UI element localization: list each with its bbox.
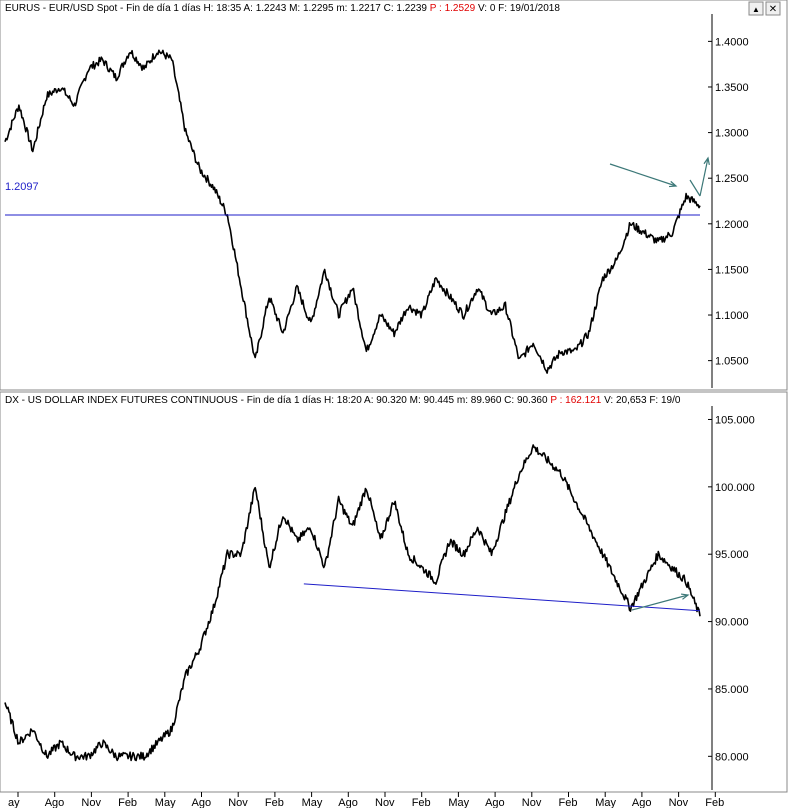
y-tick-label: 95.000 [715, 549, 749, 561]
bottom-plot-area: 80.000 85.000 90.000 95.000 100.000 105.000 [4, 406, 755, 790]
x-tick-label: Nov [81, 797, 101, 808]
annotation-arrows [609, 156, 710, 611]
x-tick-label: Feb [705, 797, 724, 808]
x-tick-label: Ago [485, 797, 505, 808]
y-tick-label: 1.2000 [715, 219, 749, 231]
arrow-pointing-peak [609, 163, 677, 187]
y-tick-label: 1.1500 [715, 264, 749, 276]
x-tick-label: Feb [265, 797, 284, 808]
x-tick-label: Nov [375, 797, 395, 808]
scroll-up-icon: ▲ [752, 5, 760, 14]
y-tick-label: 85.000 [715, 684, 749, 696]
x-tick-label: May [155, 797, 176, 808]
x-tick-label: Feb [412, 797, 431, 808]
close-icon: ✕ [769, 4, 777, 15]
y-tick-label: 1.2500 [715, 173, 749, 185]
y-tick-label: 90.000 [715, 617, 749, 629]
price-series-line [4, 444, 701, 762]
close-button[interactable]: ✕ [765, 1, 781, 16]
top-plot-area: 1.0500 1.1000 1.1500 1.2000 1.2500 1.3000 1.35… [4, 14, 749, 388]
arrow-zigzag-segment [689, 179, 701, 197]
y-tick-label: 1.3500 [715, 82, 749, 94]
x-tick-label: Feb [559, 797, 578, 808]
arrow-pointing-low-head [680, 593, 690, 600]
x-tick-label: Ago [632, 797, 652, 808]
x-tick-label: Ago [45, 797, 65, 808]
scroll-up-button[interactable]: ▲ [748, 1, 764, 16]
x-axis: ay Ago Nov Feb May Ago Nov Feb May Ago Nov Feb May Ag… [8, 792, 724, 808]
x-tick-label: Nov [669, 797, 689, 808]
x-tick-label: Feb [118, 797, 137, 808]
arrow-pointing-up-head [703, 156, 710, 165]
price-series-line [4, 49, 701, 374]
arrow-pointing-low [631, 594, 689, 611]
x-tick-label: Ago [338, 797, 358, 808]
x-tick-label: Ago [192, 797, 212, 808]
top-panel-header: EURUS - EUR/USD Spot - Fin de día 1 días… [5, 3, 560, 14]
y-tick-label: 1.0500 [715, 356, 749, 368]
x-tick-label: Nov [522, 797, 542, 808]
x-tick-label: May [448, 797, 469, 808]
bottom-panel-header: DX - US DOLLAR INDEX FUTURES CONTINUOUS … [5, 395, 681, 406]
x-tick-label: May [595, 797, 616, 808]
arrow-pointing-up [699, 157, 709, 197]
y-tick-label: 100.000 [715, 482, 755, 494]
trend-line [303, 583, 701, 612]
level-label: 1.2097 [5, 181, 39, 193]
bottom-panel-frame [0, 391, 788, 793]
top-panel-frame [0, 0, 788, 391]
y-tick-label: 80.000 [715, 751, 749, 763]
x-tick-label: Nov [228, 797, 248, 808]
y-tick-label: 1.1000 [715, 310, 749, 322]
y-tick-label: 105.000 [715, 414, 755, 426]
y-tick-label: 1.3000 [715, 128, 749, 140]
y-tick-label: 1.4000 [715, 36, 749, 48]
x-tick-label: May [302, 797, 323, 808]
x-tick-label: ay [8, 797, 20, 808]
arrow-pointing-peak-head [668, 180, 678, 188]
